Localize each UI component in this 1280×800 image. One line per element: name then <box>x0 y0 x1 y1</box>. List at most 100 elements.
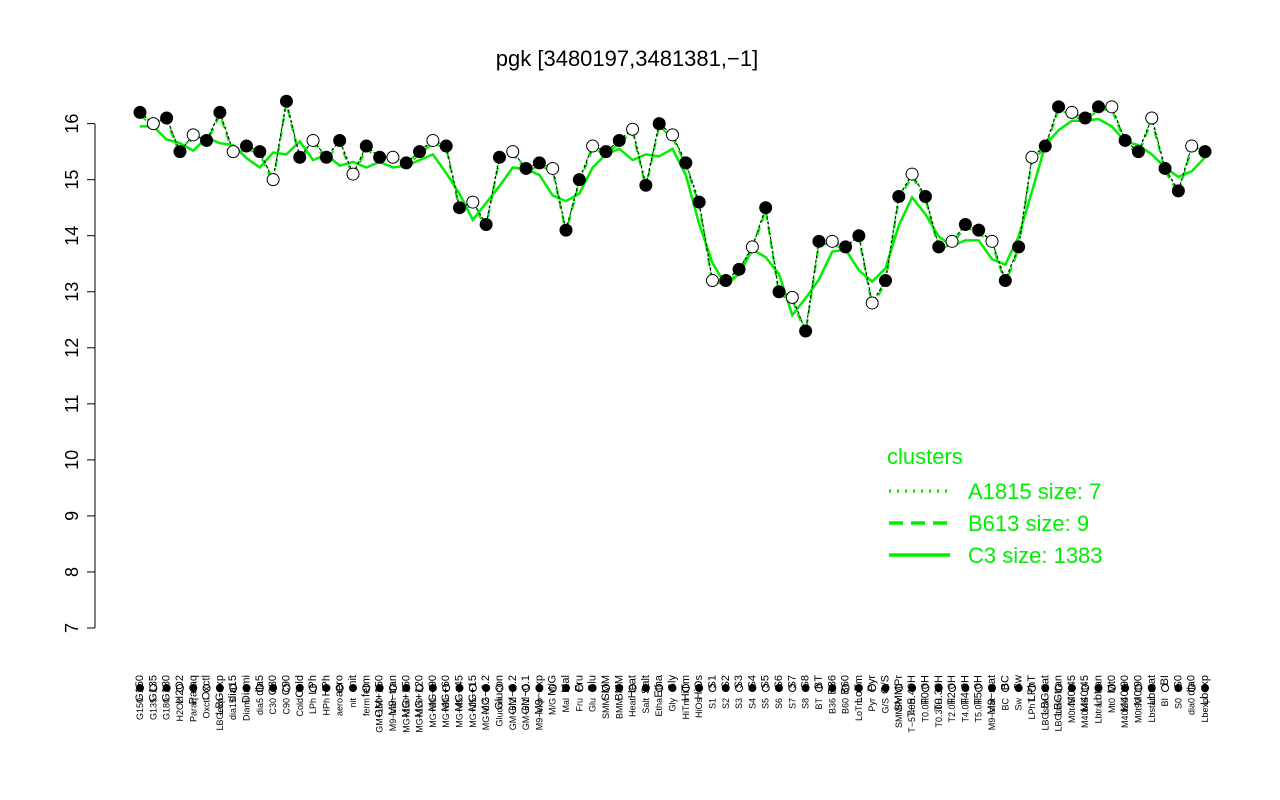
data-point <box>918 189 932 203</box>
x-bottom-label: M/G <box>548 698 558 715</box>
x-bottom-label: LoTm <box>854 698 864 721</box>
data-point <box>439 139 453 153</box>
x-bottom-label: GM−0.1 <box>521 698 531 730</box>
data-point <box>799 324 813 338</box>
x-marker <box>282 684 291 692</box>
x-bottom-label: G180 <box>162 698 172 720</box>
x-marker <box>1014 684 1023 692</box>
x-marker <box>695 684 704 692</box>
x-marker <box>908 684 917 692</box>
x-marker <box>828 684 837 692</box>
data-point <box>1198 145 1212 159</box>
x-tick-label: GM−0.2 <box>507 675 519 714</box>
x-bottom-label: M9−exp <box>534 698 544 730</box>
x-bottom-label: Lbtran <box>1094 698 1104 724</box>
x-tick-label: S8 <box>800 675 812 688</box>
x-bottom-label: HPh <box>321 698 331 716</box>
x-bottom-label: S2 <box>721 698 731 709</box>
x-tick-label: Lbstat <box>1146 675 1158 705</box>
x-tick-label: Diami <box>241 675 253 703</box>
x-bottom-label: SMMPr <box>894 698 904 728</box>
data-point <box>759 201 773 215</box>
x-bottom-label: LPh <box>308 698 318 714</box>
x-marker <box>1094 684 1103 692</box>
x-tick-label: B60 <box>840 675 852 695</box>
x-marker <box>735 684 744 692</box>
x-bottom-label: LBGtran <box>1054 698 1064 732</box>
x-tick-label: dia15 <box>227 675 239 702</box>
x-tick-label: Gly <box>667 675 679 692</box>
data-point <box>1105 100 1119 114</box>
x-bottom-label: Sw <box>1014 698 1024 711</box>
y-axis: 7 8 9 10 11 12 13 14 15 16 <box>62 114 96 633</box>
x-bottom-label: B60 <box>841 698 851 714</box>
data-point <box>612 133 626 147</box>
x-bottom-label: LPhT <box>1027 698 1037 720</box>
x-tick-label: LPhT <box>1026 675 1038 702</box>
x-marker <box>575 684 584 692</box>
data-point <box>453 201 466 215</box>
x-tick-label: C30 <box>267 675 279 695</box>
data-point <box>972 223 986 237</box>
x-bottom-label: Diami <box>242 698 252 721</box>
x-tick-label: aero <box>334 675 346 697</box>
x-tick-label: M40t45 <box>1079 675 1091 712</box>
data-point <box>572 173 586 187</box>
x-marker <box>335 684 344 692</box>
x-tick-label: MG+90 <box>427 675 439 711</box>
x-bottom-label: Lbexp <box>1200 698 1210 723</box>
x-marker <box>548 684 557 692</box>
x-bottom-label: S1 <box>707 698 717 709</box>
x-marker <box>1187 684 1196 692</box>
x-marker <box>721 684 730 692</box>
x-marker <box>708 684 717 692</box>
x-tick-label: M0t90 <box>1132 675 1144 706</box>
x-marker <box>761 684 770 692</box>
x-bottom-label: Gly <box>668 698 678 712</box>
x-bottom-label: S8 <box>801 698 811 709</box>
x-tick-label: Pyr <box>866 675 878 692</box>
x-marker <box>162 684 171 692</box>
x-bottom-label: S6 <box>774 698 784 709</box>
x-tick-label: B36 <box>826 675 838 695</box>
x-bottom-label: M0t45 <box>1067 698 1077 723</box>
data-point <box>306 133 320 147</box>
x-marker <box>215 684 224 692</box>
x-tick-label: BI <box>1159 675 1171 685</box>
x-bottom-label: G135 <box>148 698 158 720</box>
x-tick-label: LPh <box>307 675 319 695</box>
x-marker <box>801 684 810 692</box>
data-point <box>719 274 733 288</box>
x-bottom-label: MG+150 <box>401 698 411 733</box>
x-bottom-label: S5 <box>761 698 771 709</box>
x-bottom-label: MG−0.2 <box>481 698 491 730</box>
x-marker <box>402 684 411 692</box>
x-bottom-label: M40t45 <box>1080 698 1090 728</box>
x-tick-label: T5.0H <box>973 675 985 705</box>
data-point <box>932 240 946 254</box>
x-tick-label: Mal <box>560 675 572 693</box>
x-marker <box>428 684 437 692</box>
data-point <box>1145 111 1159 125</box>
x-marker <box>242 684 251 692</box>
x-bottom-label: dia15 <box>228 698 238 720</box>
x-bottom-label: M9−tran <box>388 698 398 731</box>
legend-label: B613 size: 9 <box>968 511 1089 536</box>
x-bottom-label: Paraq <box>188 698 198 722</box>
data-point <box>1038 139 1052 153</box>
x-tick-label: nit <box>347 675 359 687</box>
x-tick-label: S3 <box>733 675 745 688</box>
data-point <box>1131 145 1145 159</box>
x-axis-labels: G150G150G135G135G180G180H2O2H2O2ParaqPar… <box>134 674 1211 733</box>
x-marker <box>921 684 930 692</box>
x-tick-label: dia0 <box>1186 675 1198 696</box>
data-point <box>1158 161 1172 175</box>
data-point <box>958 218 972 231</box>
x-tick-label: G135 <box>147 675 159 702</box>
x-marker <box>229 684 238 692</box>
x-tick-label: MG−0.2 <box>480 675 492 714</box>
x-tick-label: ferm <box>360 675 372 697</box>
data-point <box>1185 139 1199 153</box>
x-bottom-label: MG+90 <box>428 698 438 728</box>
x-marker <box>322 684 331 692</box>
